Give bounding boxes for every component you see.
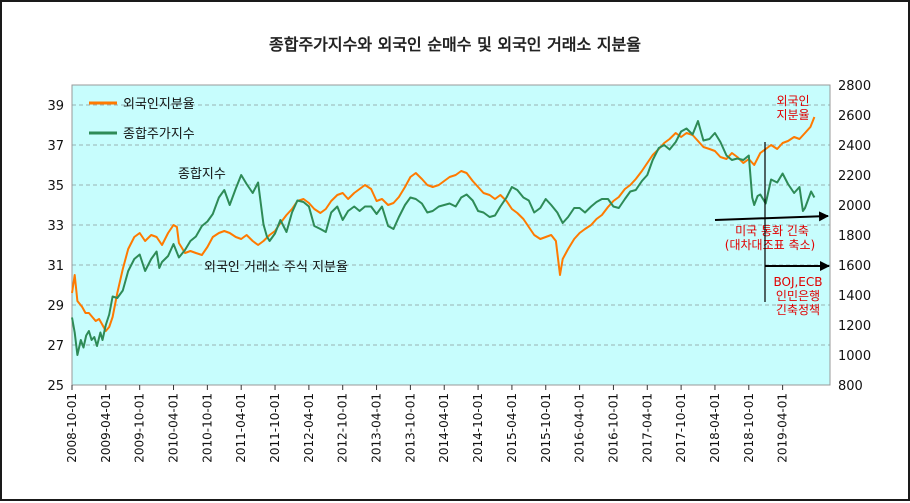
annotations: 종합지수 외국인 거래소 주식 지분율 외국인 지분율 미국 통화 긴축 (대차… xyxy=(178,94,830,317)
y-left-tick-label: 37 xyxy=(47,139,64,154)
y-left-tick-label: 27 xyxy=(47,339,64,354)
y-right-tick-label: 1200 xyxy=(838,319,871,334)
series-line-kospi xyxy=(71,120,816,356)
y-right-tick-label: 1000 xyxy=(838,349,871,364)
y-right-tick-label: 1400 xyxy=(838,289,871,304)
legend-label-foreign-ratio: 외국인지분율 xyxy=(123,97,195,112)
y-right-tick-label: 2200 xyxy=(838,169,871,184)
y-left-axis: 25 27 29 31 33 35 37 39 xyxy=(47,99,64,394)
annotation-kospi: 종합지수 xyxy=(178,167,226,182)
x-tick-label: 2013-04-01 xyxy=(370,393,384,463)
y-left-tick-label: 29 xyxy=(47,299,64,314)
x-tick-label: 2010-10-01 xyxy=(200,393,214,463)
y-right-tick-label: 800 xyxy=(838,379,863,394)
x-tick-label: 2017-04-01 xyxy=(640,393,654,463)
annotation-foreign-ratio-l2: 지분율 xyxy=(776,108,809,122)
y-left-tick-label: 33 xyxy=(47,219,64,234)
x-tick-label: 2015-10-01 xyxy=(539,393,553,463)
annotation-boj-l3: 긴축정책 xyxy=(776,302,820,317)
x-tick-label: 2018-04-01 xyxy=(708,393,722,463)
x-tick-label: 2014-04-01 xyxy=(437,393,451,463)
x-tick-label: 2010-04-01 xyxy=(167,393,181,463)
y-left-tick-label: 39 xyxy=(47,99,64,114)
series-layer xyxy=(71,116,816,356)
x-tick-label: 2019-04-01 xyxy=(776,393,790,463)
annotation-arrow-us xyxy=(714,211,829,222)
x-tick-label: 2009-10-01 xyxy=(133,393,147,463)
x-tick-label: 2012-04-01 xyxy=(302,393,316,463)
annotation-boj-l2: 인민은행 xyxy=(776,288,820,303)
x-tick-label: 2013-10-01 xyxy=(403,393,417,463)
x-tick-label: 2014-10-01 xyxy=(471,393,485,463)
y-right-tick-label: 1600 xyxy=(838,259,871,274)
y-right-tick-label: 2000 xyxy=(838,199,871,214)
x-tick-label: 2009-04-01 xyxy=(99,393,113,463)
annotation-us-l2: (대차대조표 축소) xyxy=(725,238,815,252)
annotation-foreign-share: 외국인 거래소 주식 지분율 xyxy=(204,260,348,275)
y-right-tick-label: 1800 xyxy=(838,229,871,244)
x-tick-label: 2012-10-01 xyxy=(336,393,350,463)
x-tick-label: 2017-10-01 xyxy=(674,393,688,463)
x-tick-label: 2018-10-01 xyxy=(742,393,756,463)
legend: 외국인지분율 종합주가지수 xyxy=(89,97,195,142)
y-right-tick-label: 2600 xyxy=(838,109,871,124)
annotation-boj-l1: BOJ,ECB xyxy=(773,275,822,289)
y-left-tick-label: 25 xyxy=(47,379,64,394)
y-left-tick-label: 31 xyxy=(47,259,64,274)
grid-lines xyxy=(72,104,830,346)
x-tick-label: 2011-04-01 xyxy=(234,393,248,463)
series-line-foreign-ratio xyxy=(71,116,816,332)
legend-label-kospi: 종합주가지수 xyxy=(123,127,195,142)
y-right-axis: 800 1000 1200 1400 1600 1800 2000 2200 2400 2600 2… xyxy=(838,79,871,394)
x-tick-label: 2016-04-01 xyxy=(573,393,587,463)
chart-title: 종합주가지수와 외국인 순매수 및 외국인 거래소 지분율 xyxy=(269,35,641,54)
x-tick-label: 2015-04-01 xyxy=(505,393,519,463)
x-tick-label: 2008-10-01 xyxy=(65,393,79,463)
y-right-tick-label: 2800 xyxy=(838,79,871,94)
annotation-us-l1: 미국 통화 긴축 xyxy=(735,224,809,238)
y-left-tick-label: 35 xyxy=(47,179,64,194)
x-tick-label: 2011-10-01 xyxy=(268,393,282,463)
x-tick-label: 2016-10-01 xyxy=(606,393,620,463)
y-right-tick-label: 2400 xyxy=(838,139,871,154)
annotation-foreign-ratio-l1: 외국인 xyxy=(776,94,809,108)
plot-area xyxy=(71,84,831,386)
x-axis: 2008-10-01 2009-04-01 2009-10-01 2010-04-01… xyxy=(65,385,790,463)
